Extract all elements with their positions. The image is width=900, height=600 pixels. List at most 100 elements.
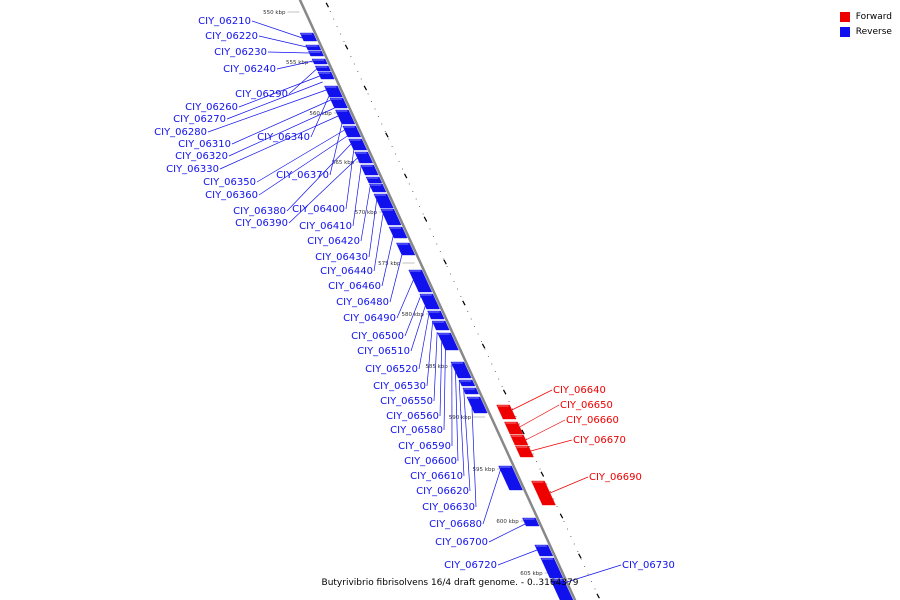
gene-label: CIY_06360 [205,190,258,201]
leader-line [563,564,622,584]
scale-dot [553,498,555,500]
leader-line [463,389,471,492]
scale-dot [381,123,383,125]
reverse-gene-block [380,208,402,226]
gene-label: CIY_06370 [276,170,329,181]
scale-dot [388,138,390,140]
gene-label: CIY_06270 [173,114,226,125]
gene-label: CIY_06670 [573,435,626,446]
scale-dot [422,213,424,215]
gene-label: CIY_06520 [365,364,418,375]
reverse-gene-block [462,387,479,395]
scale-dot [474,325,476,328]
scale-dash [423,216,428,222]
gene-label: CIY_06630 [422,502,475,513]
leader-line [410,305,426,352]
leader-line [256,129,345,183]
scale-dot [450,273,452,275]
scale-dots [325,2,600,599]
scale-dot [556,505,558,508]
leader-line [455,371,459,462]
scale-dot [415,198,417,200]
scale-dot [487,355,489,358]
leader-line [288,68,317,95]
reverse-gene-block [348,138,368,151]
reverse-gene-block [550,578,574,600]
scale-dash [559,513,564,519]
gene-label: CIY_06730 [622,560,675,571]
scale-dot [436,243,438,245]
reverse-gene-block [311,58,328,65]
leader-line [352,165,362,227]
leader-line [226,81,323,120]
scale-dash [385,132,389,138]
scale-dot [377,115,379,118]
scale-dot [408,183,410,185]
gene-label: CIY_06380 [233,206,286,217]
scale-dot [467,310,469,313]
gene-label: CIY_06330 [166,164,219,175]
scale-dash [325,2,330,8]
gene-label: CIY_06690 [589,472,642,483]
reverse-gene-block [373,193,394,209]
scale-dot [439,250,441,253]
scale-dot [412,190,414,193]
scale-dot [539,468,541,470]
scale-dot [343,40,345,43]
reverse-gene-block [466,396,488,414]
reverse-gene-block [396,242,416,256]
leader-line [458,379,465,477]
scale-dot [546,483,548,485]
tick-label: 570 kbp [355,210,378,216]
gene-label: CIY_06610 [410,471,463,482]
gene-label: CIY_06530 [373,381,426,392]
tick-label: 585 kbp [425,364,448,370]
leader-line [389,254,403,303]
leader-line [404,295,421,337]
scale-dash [443,259,447,265]
scale-dot [453,280,455,283]
leader-line [511,389,553,411]
scale-dot [384,130,386,133]
genome-caption: Butyrivibrio fibrisolvens 16/4 draft gen… [321,578,579,588]
gene-label: CIY_06430 [315,252,368,263]
leader-line [251,20,303,39]
scale-dot [357,70,359,73]
leader-line [368,199,378,258]
scale-dot [577,550,579,553]
scale-dot [336,25,338,28]
scale-dot [333,18,335,20]
gene-label: CIY_06210 [198,16,251,27]
scale-dot [535,460,538,463]
leader-line [497,549,538,566]
reverse-swatch [839,26,850,37]
label-leaders [207,20,622,584]
forward-gene-block [504,421,524,435]
scale-dot [518,423,520,425]
scale-dot [419,205,421,208]
gene-labels: CIY_06210 CIY_06220 CIY_06230 CIY_06240 CIY_… [154,16,675,571]
scale-dot [395,153,397,155]
leader-line [373,213,384,272]
leader-line [396,279,414,319]
scale-dot [587,573,589,575]
gene-label: CIY_06280 [154,127,207,138]
scale-dash [540,471,544,477]
gene-label: CIY_06580 [390,425,443,436]
reverse-gene-block [437,332,459,351]
scale-dot [494,370,496,373]
scale-dash [403,173,408,179]
reverse-gene-block [522,517,540,527]
reverse-gene-block [369,183,387,193]
scale-dot [573,543,575,545]
leader-line [228,107,335,157]
gene-label: CIY_06400 [292,204,345,215]
leader-line [310,95,330,138]
reverse-gene-block [299,32,318,42]
leader-line [360,185,371,242]
scale-dot [460,295,462,298]
gene-label: CIY_06420 [307,236,360,247]
gene-label: CIY_06260 [185,102,238,113]
gene-label: CIY_06220 [205,31,258,42]
tick-label: 575 kbp [378,261,401,267]
